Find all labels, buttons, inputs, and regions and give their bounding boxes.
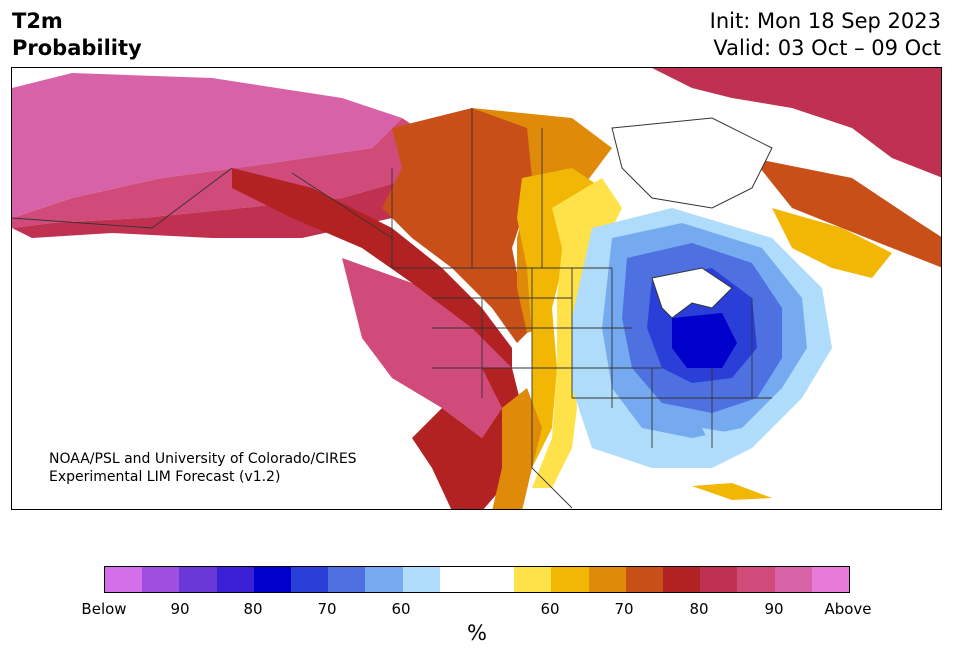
- colorbar-segment: [625, 567, 664, 592]
- great-lakes: [651, 267, 733, 319]
- colorbar-segment: [142, 567, 180, 592]
- colorbar-tick-label: 70: [614, 600, 634, 618]
- region-florida-below: [702, 428, 732, 458]
- colorbar-segment: [588, 567, 626, 592]
- colorbar-segment: [811, 567, 850, 592]
- title-line-2: Probability: [12, 36, 142, 60]
- colorbar-tick-label: 60: [540, 600, 560, 618]
- hudson-bay: [611, 117, 773, 209]
- colorbar-segment: [216, 567, 254, 592]
- region-plains-60: [512, 168, 602, 468]
- colorbar-segment: [105, 567, 143, 592]
- colorbar-segment: [663, 567, 701, 592]
- map-title: T2m Probability: [12, 8, 142, 62]
- colorbar-segment: [365, 567, 403, 592]
- colorbar-tick-label: 70: [317, 600, 337, 618]
- region-bc-80: [232, 168, 512, 368]
- colorbar-segment: [774, 567, 812, 592]
- region-mexico-60: [492, 388, 542, 509]
- colorbar-segment: [402, 567, 440, 592]
- colorbar-segment: [253, 567, 292, 592]
- colorbar-segment: [439, 567, 478, 592]
- boundary-lines: [12, 108, 772, 509]
- probability-map: [11, 67, 942, 510]
- colorbar-tick-label: 80: [243, 600, 263, 618]
- colorbar-segment: [179, 567, 217, 592]
- colorbar-segment: [514, 567, 552, 592]
- colorbar-segment: [328, 567, 366, 592]
- colorbar-unit: %: [467, 621, 487, 645]
- credit-text: NOAA/PSL and University of Colorado/CIRE…: [49, 450, 357, 486]
- region-southwest-80: [412, 368, 522, 509]
- region-labrador-60: [772, 208, 892, 278]
- colorbar-tick-label: 90: [170, 600, 190, 618]
- colorbar-tick-label: Below: [81, 600, 127, 618]
- credit-line-2: Experimental LIM Forecast (v1.2): [49, 469, 281, 485]
- region-greenland-above: [652, 68, 941, 178]
- credit-line-1: NOAA/PSL and University of Colorado/CIRE…: [49, 451, 357, 467]
- region-east-below-90: [672, 313, 737, 368]
- region-prairie-70: [382, 108, 532, 343]
- colorbar-tick-label: Above: [824, 600, 872, 618]
- colorbar-segment: [737, 567, 775, 592]
- region-west-us-90: [342, 258, 512, 438]
- colorbar: [104, 566, 850, 593]
- valid-range: Valid: 03 Oct – 09 Oct: [713, 36, 941, 60]
- forecast-dates: Init: Mon 18 Sep 2023 Valid: 03 Oct – 09…: [710, 8, 941, 62]
- colorbar-segment: [700, 567, 738, 592]
- colorbar-segment: [477, 567, 515, 592]
- region-labrador-70: [752, 158, 941, 268]
- region-cuba: [692, 483, 772, 500]
- colorbar-tick-label: 80: [689, 600, 709, 618]
- colorbar-segment: [551, 567, 589, 592]
- title-line-1: T2m: [12, 9, 63, 33]
- colorbar-segment: [291, 567, 329, 592]
- colorbar-tick-label: 90: [764, 600, 784, 618]
- map-svg: [12, 68, 941, 509]
- region-plains-50: [532, 178, 622, 488]
- region-far-north-above: [12, 73, 402, 218]
- region-north-above: [12, 118, 432, 228]
- colorbar-tick-label: 60: [391, 600, 411, 618]
- init-date: Init: Mon 18 Sep 2023: [709, 9, 941, 33]
